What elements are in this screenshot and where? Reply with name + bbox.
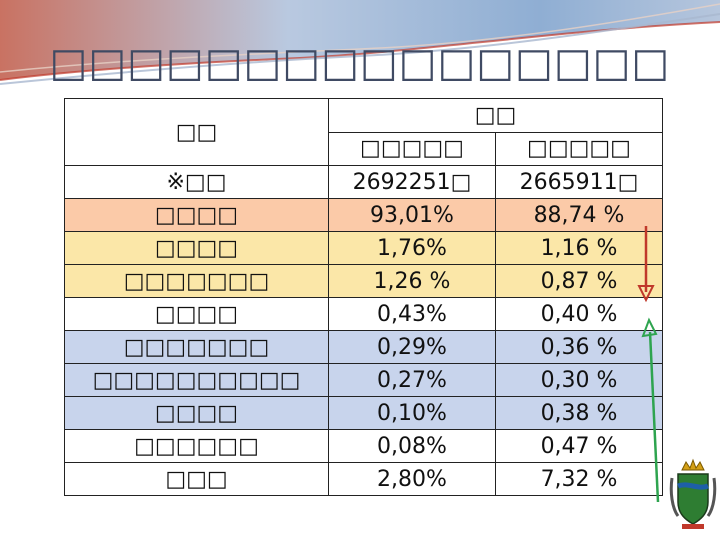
row-value-1: 0,29% <box>328 330 496 364</box>
table-row: □□□□□□ 0,08% 0,47 % <box>64 429 664 463</box>
row-name: □□□□ <box>64 297 329 331</box>
row-value-2: 1,16 % <box>494 231 664 265</box>
row-value-1: 2,80% <box>328 462 496 496</box>
year-label-2: □□□□□ <box>494 131 664 166</box>
table-row: □□□□ 0,43% 0,40 % <box>64 297 664 331</box>
total-row: ※□□ 2692251□ 2665911□ <box>64 165 664 199</box>
total-value-1: 2692251□ <box>328 165 496 199</box>
header-group-cell: □□ <box>327 98 664 132</box>
row-value-1: 0,10% <box>328 396 496 430</box>
table-row: □□□ 2,80% 7,32 % <box>64 462 664 496</box>
trend-arrows <box>637 226 660 503</box>
row-value-1: 0,08% <box>328 429 496 463</box>
row-name: □□□□ <box>64 198 329 232</box>
slide-title: □□□□□□□□□□□□□□□□ <box>49 40 671 86</box>
header-banner <box>0 0 720 85</box>
header-row: □□ □□ <box>64 98 664 166</box>
table-row: □□□□ 0,10% 0,38 % <box>64 396 664 430</box>
year-label-1: □□□□□ <box>328 131 496 166</box>
row-name: □□□□□□ <box>64 429 329 463</box>
row-name: □□□ <box>64 462 329 496</box>
row-name: □□□□ <box>64 396 329 430</box>
table-row: □□□□□□□ 1,26 % 0,87 % <box>64 264 664 298</box>
row-value-1: 1,76% <box>328 231 496 265</box>
arrow-up-icon <box>641 317 660 503</box>
row-name: □□□□□□□ <box>64 330 329 364</box>
row-name: □□□□□□□ <box>64 264 329 298</box>
coat-of-arms-icon <box>669 458 717 529</box>
table-row: □□□□□□□□□□ 0,27% 0,30 % <box>64 363 664 397</box>
total-value-2: 2665911□ <box>494 165 664 199</box>
row-value-2: 0,87 % <box>494 264 664 298</box>
population-table: □□ □□ □□□□□ □□□□□ ※□□ 2692251□ 2665911□ … <box>64 98 664 496</box>
header-left-cell: □□ <box>64 98 329 166</box>
table-row: □□□□□□□ 0,29% 0,36 % <box>64 330 664 364</box>
row-value-2: 0,40 % <box>494 297 664 331</box>
total-label: ※□□ <box>64 165 329 199</box>
row-value-2: 7,32 % <box>494 462 664 496</box>
row-value-1: 0,43% <box>328 297 496 331</box>
row-value-1: 0,27% <box>328 363 496 397</box>
arrow-down-icon <box>637 226 655 303</box>
table-row: □□□□ 93,01% 88,74 % <box>64 198 664 232</box>
row-value-2: 0,36 % <box>494 330 664 364</box>
row-value-1: 93,01% <box>328 198 496 232</box>
table-row: □□□□ 1,76% 1,16 % <box>64 231 664 265</box>
row-name: □□□□ <box>64 231 329 265</box>
row-name: □□□□□□□□□□ <box>64 363 329 397</box>
row-value-2: 0,38 % <box>494 396 664 430</box>
row-value-2: 0,47 % <box>494 429 664 463</box>
row-value-1: 1,26 % <box>328 264 496 298</box>
